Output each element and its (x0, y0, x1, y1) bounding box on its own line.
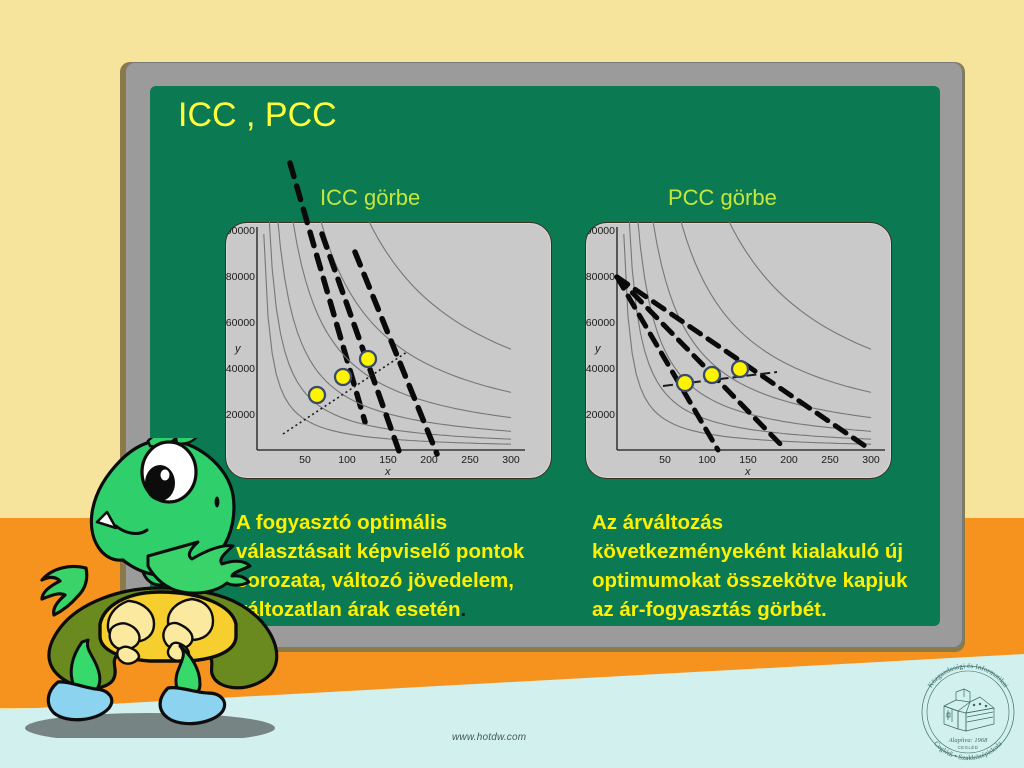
svg-text:40000: 40000 (226, 363, 255, 375)
svg-text:250: 250 (461, 454, 479, 466)
svg-text:20000: 20000 (586, 409, 615, 421)
svg-text:CEGLÉD: CEGLÉD (958, 745, 979, 750)
svg-text:300: 300 (502, 454, 520, 466)
svg-text:60000: 60000 (226, 317, 255, 329)
svg-text:150: 150 (379, 454, 397, 466)
svg-text:100: 100 (338, 454, 356, 466)
svg-text:Közgazdasági és Informatikai: Közgazdasági és Informatikai (926, 662, 1010, 689)
svg-text:x: x (384, 466, 391, 477)
svg-text:80000: 80000 (586, 271, 615, 283)
svg-text:100000: 100000 (585, 225, 615, 237)
svg-text:x: x (744, 466, 751, 477)
svg-text:300: 300 (862, 454, 880, 466)
svg-text:Alapítva: 1968: Alapítva: 1968 (948, 737, 989, 744)
svg-text:60000: 60000 (586, 317, 615, 329)
svg-text:y: y (234, 343, 242, 355)
svg-text:y: y (594, 343, 602, 355)
svg-text:80000: 80000 (226, 271, 255, 283)
svg-text:50: 50 (659, 454, 671, 466)
svg-text:250: 250 (821, 454, 839, 466)
svg-text:150: 150 (739, 454, 757, 466)
svg-text:20000: 20000 (226, 409, 255, 421)
svg-text:100000: 100000 (225, 225, 255, 237)
svg-text:200: 200 (780, 454, 798, 466)
svg-text:50: 50 (299, 454, 311, 466)
svg-text:100: 100 (698, 454, 716, 466)
svg-text:40000: 40000 (586, 363, 615, 375)
